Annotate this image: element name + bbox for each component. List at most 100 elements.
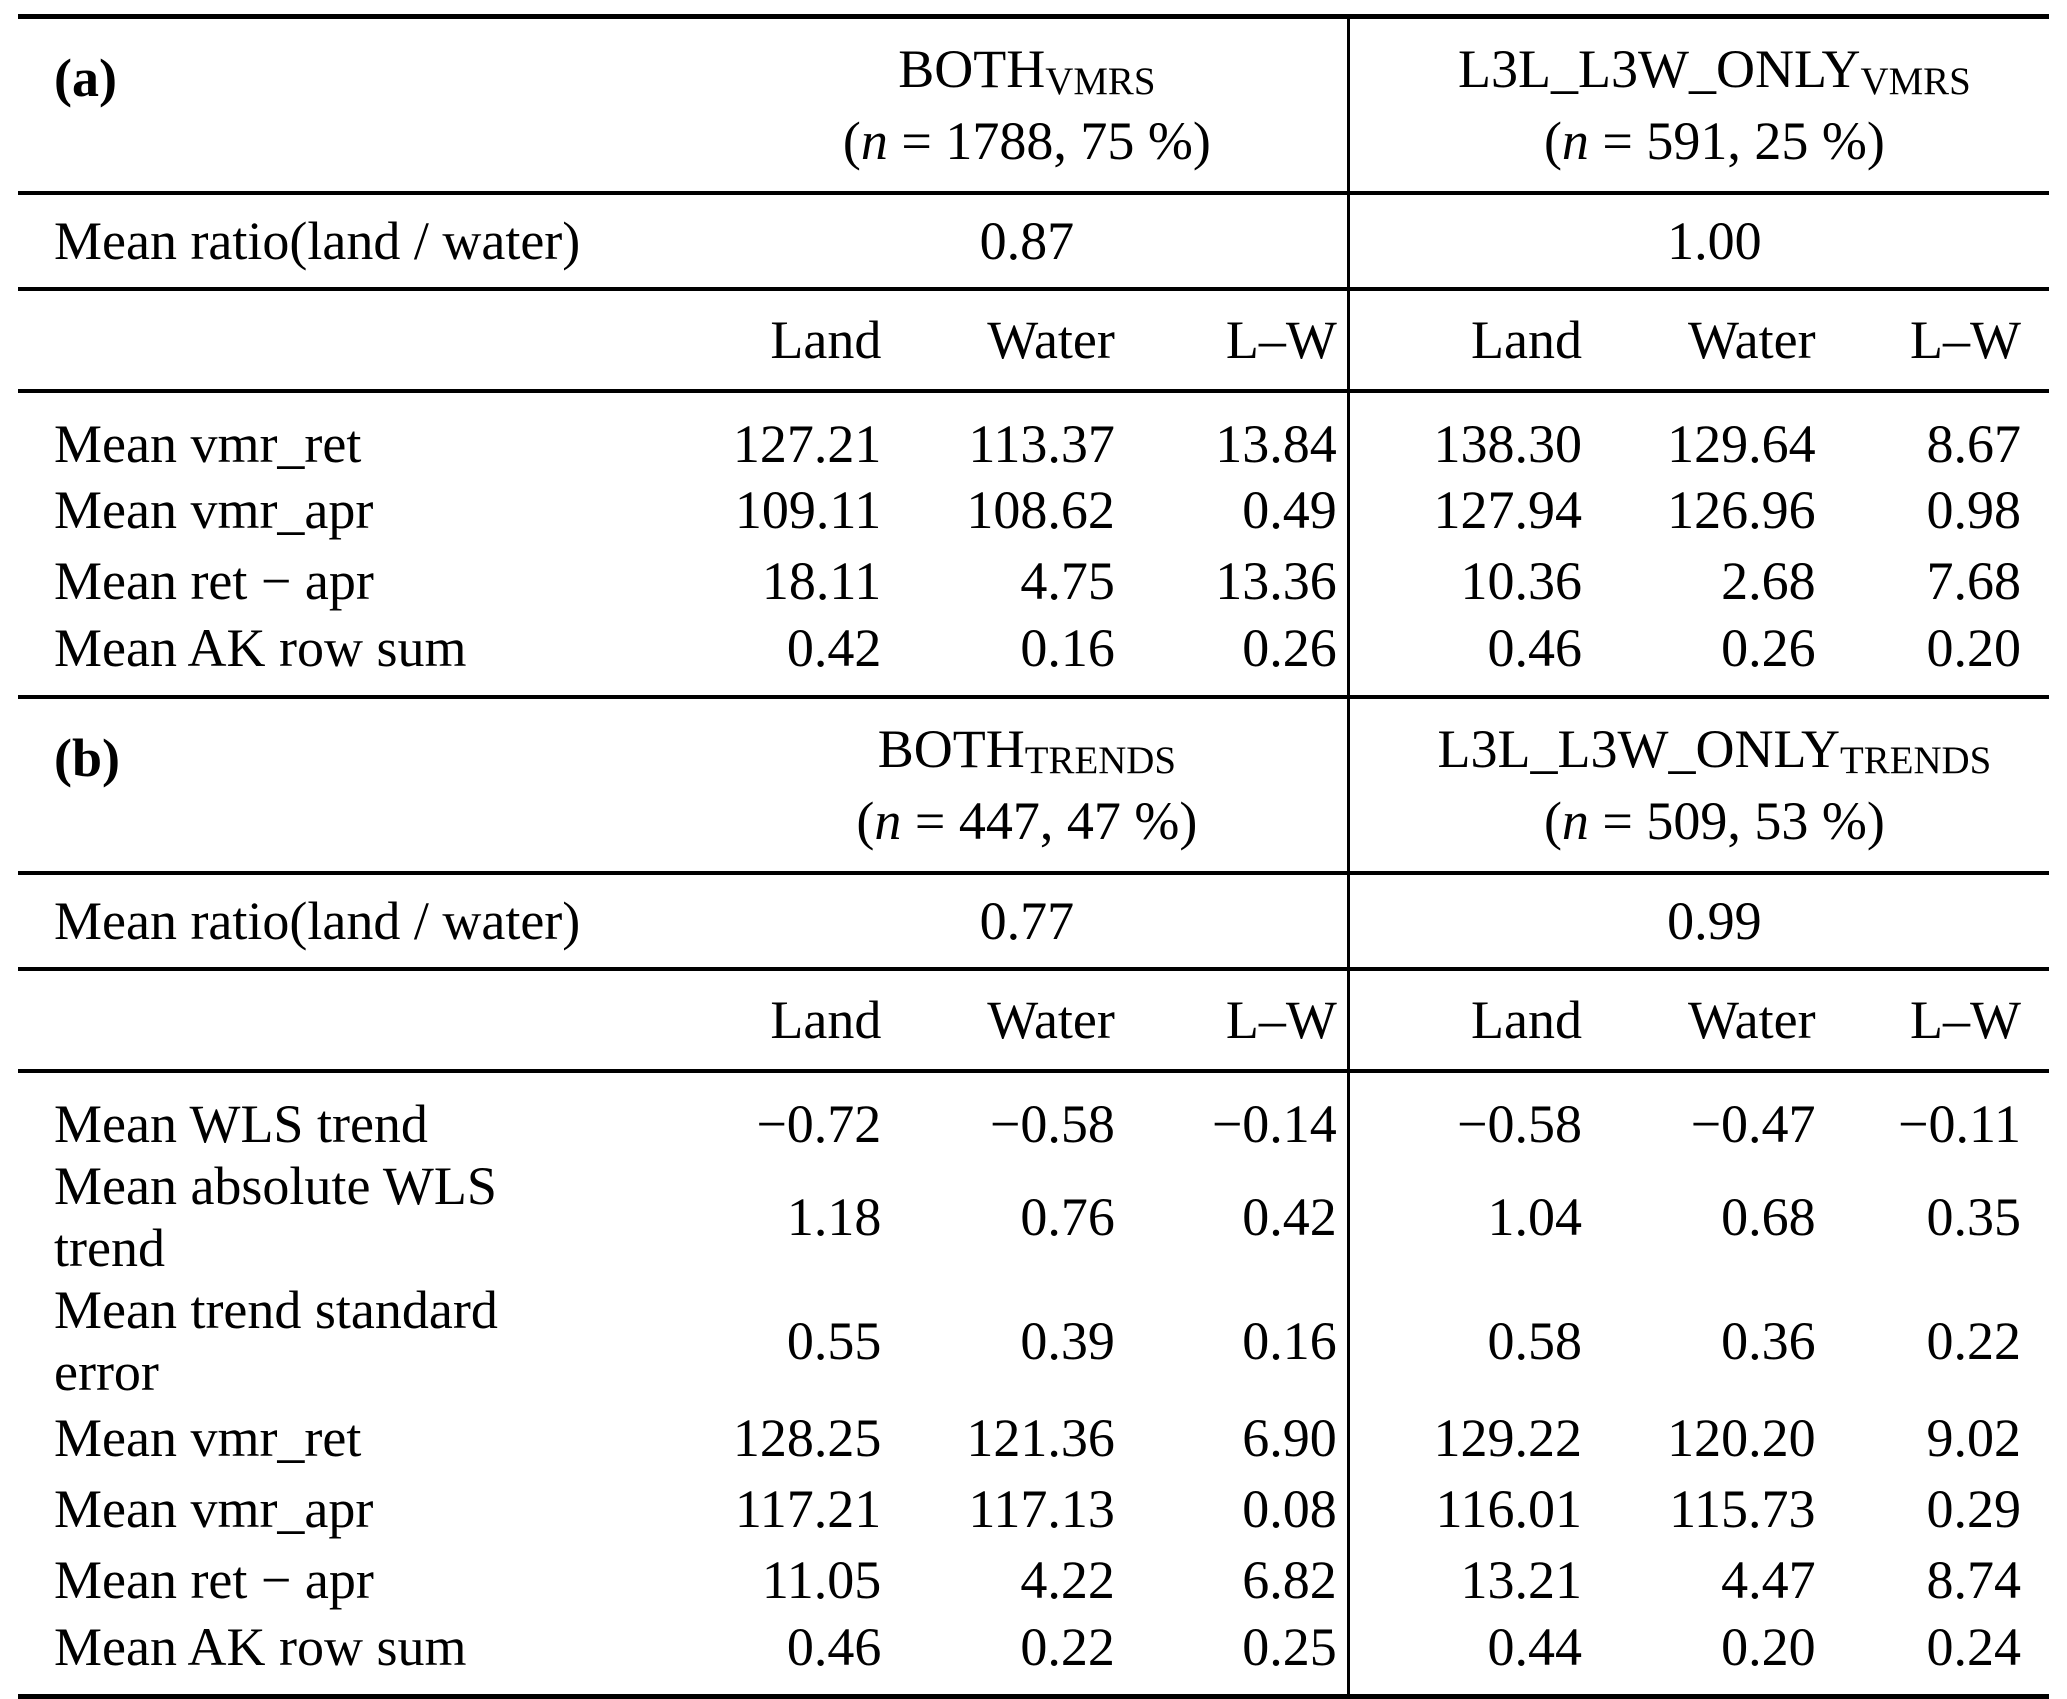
cell-value: 13.84 (1215, 413, 1337, 474)
table-row: Mean WLS trend −0.72 −0.58 −0.14 −0.58 −0.47−… (18, 1070, 2049, 1155)
cell-value: 0.36 (1721, 1310, 1816, 1371)
cell-value: −0.72 (756, 1093, 882, 1154)
cell-value: 138.30 (1346, 390, 1592, 475)
cell-value: 108.62 (966, 480, 1115, 540)
cell-value: 129.64 (1667, 413, 1816, 474)
table-row: Mean vmr_ret 127.21 113.37 13.84 138.30 129.6… (18, 390, 2049, 475)
cell-value: 0.35 (1926, 1186, 2022, 1247)
section-a-header: (a) BOTHVMRS (n = 1788, 75 %) L3L_L3W_ON… (18, 16, 2049, 393)
section-b-header-row: (b) BOTHTRENDS (n = 447, 47 %) L3L_L3W_O… (18, 696, 2049, 875)
table-row: Mean ret − apr 11.05 4.22 6.82 13.21 4.47 8.74 (18, 1544, 2049, 1616)
table-row: Mean ret − apr 18.11 4.75 13.36 10.36 2.68 7.6… (18, 545, 2049, 617)
cell-value: 11.05 (761, 1550, 882, 1610)
n-symbol: n (1561, 110, 1589, 171)
empty-corner (18, 968, 607, 1073)
group-name-text: BOTH (898, 38, 1046, 99)
cell-value: 109.11 (734, 480, 882, 540)
n-value: = 509, 53 %) (1588, 790, 1885, 851)
n-value: = 591, 25 %) (1588, 110, 1885, 171)
table-row: Mean AK row sum 0.42 0.16 0.26 0.46 0.26 0.20 (18, 616, 2049, 697)
cell-value: 0.68 (1721, 1186, 1816, 1247)
cell-value: 0.46 (1346, 616, 1592, 697)
cell-value: 117.13 (968, 1479, 1115, 1539)
cell-value: −0.14 (1211, 1093, 1337, 1154)
group-sample-count: (n = 447, 47 %) (707, 788, 1347, 854)
cell-value: 0.08 (1242, 1479, 1337, 1539)
cell-value: 0.46 (786, 1616, 882, 1677)
cell-value: 115.73 (1669, 1479, 1816, 1539)
cell-value: 6.90 (1242, 1408, 1337, 1468)
cell-value: 121.36 (966, 1408, 1115, 1468)
cell-value: 9.02 (1926, 1408, 2022, 1468)
ratio-value-l3l-l3w-only: 1.00 (1346, 192, 2049, 291)
cell-value: 4.47 (1721, 1550, 1816, 1610)
n-symbol: n (860, 110, 888, 171)
section-a-header-row: (a) BOTHVMRS (n = 1788, 75 %) L3L_L3W_ON… (18, 16, 2049, 195)
group-subscript: TRENDS (1024, 739, 1176, 783)
ratio-value-l3l-l3w-only: 0.99 (1346, 872, 2049, 971)
section-b-header: (b) BOTHTRENDS (n = 447, 47 %) L3L_L3W_O… (18, 696, 2049, 1073)
col-header-water: Water (1592, 968, 1826, 1073)
cell-value: 4.75 (1020, 551, 1115, 611)
cell-value: 0.26 (1242, 617, 1337, 678)
cell-value: 13.21 (1346, 1544, 1592, 1616)
n-value: = 1788, 75 %) (887, 110, 1211, 171)
col-header-land: Land (1346, 968, 1592, 1073)
row-label: Mean ret − apr (54, 1550, 374, 1610)
ratio-row-label: Mean ratio(land / water) (18, 872, 607, 971)
cell-value: 0.55 (786, 1310, 882, 1371)
table-row: Mean vmr_apr 117.21 117.13 0.08 116.01 115.73… (18, 1473, 2049, 1545)
cell-value: 0.42 (1242, 1186, 1337, 1247)
row-label: Mean vmr_apr (54, 480, 374, 540)
paren-open: ( (856, 790, 875, 851)
cell-value: 126.96 (1667, 480, 1816, 540)
cell-value: 0.16 (1020, 617, 1115, 678)
cell-value: 7.68 (1926, 551, 2022, 611)
section-a-label: (a) (18, 16, 607, 195)
row-label: Mean ret − apr (54, 551, 374, 611)
col-header-water: Water (891, 288, 1125, 393)
cell-value: 1.04 (1346, 1154, 1592, 1279)
col-header-l-minus-w: L–W (1825, 288, 2049, 393)
col-header-land: Land (606, 968, 892, 1073)
cell-value: 116.01 (1346, 1473, 1592, 1545)
section-b-label: (b) (18, 696, 607, 875)
n-value: = 447, 47 %) (901, 790, 1198, 851)
cell-value: 0.20 (1926, 617, 2022, 678)
col-header-land: Land (1346, 288, 1592, 393)
cell-value: 0.20 (1721, 1616, 1816, 1677)
n-symbol: n (1561, 790, 1589, 851)
group-header-l3l-l3w-only-trends: L3L_L3W_ONLYTRENDS (n = 509, 53 %) (1346, 696, 2049, 875)
cell-value: 0.76 (1020, 1186, 1115, 1247)
cell-value: 0.44 (1346, 1615, 1592, 1696)
group-subscript: TRENDS (1840, 739, 1992, 783)
row-label: Mean AK row sum (54, 617, 467, 678)
cell-value: 117.21 (734, 1479, 882, 1539)
group-header-both-trends: BOTHTRENDS (n = 447, 47 %) (606, 696, 1349, 875)
section-a-data: Mean vmr_ret 127.21 113.37 13.84 138.30 129.6… (18, 390, 2049, 697)
ratio-value-both: 0.77 (606, 872, 1349, 971)
group-sample-count: (n = 591, 25 %) (1380, 108, 2049, 174)
ratio-row-label: Mean ratio(land / water) (18, 192, 607, 291)
group-name-text: L3L_L3W_ONLY (1458, 38, 1861, 99)
ratio-value-both: 0.87 (606, 192, 1349, 291)
table-row: Mean vmr_ret 128.25 121.36 6.90 129.22 120.20… (18, 1402, 2049, 1474)
stats-table: (a) BOTHVMRS (n = 1788, 75 %) L3L_L3W_ON… (18, 14, 2049, 1699)
group-sample-count: (n = 1788, 75 %) (707, 108, 1347, 174)
empty-corner (18, 288, 607, 393)
table-row: Mean trend standard error 0.55 0.39 0.16 0.5… (18, 1278, 2049, 1403)
cell-value: 0.39 (1020, 1310, 1115, 1371)
group-name: BOTHVMRS (707, 36, 1347, 108)
row-label: Mean vmr_ret (54, 1408, 362, 1468)
col-header-l-minus-w: L–W (1124, 288, 1349, 393)
col-header-l-minus-w: L–W (1124, 968, 1349, 1073)
cell-value: 10.36 (1346, 545, 1592, 617)
cell-value: 8.67 (1926, 413, 2022, 474)
cell-value: 0.25 (1242, 1616, 1337, 1677)
cell-value: −0.11 (1898, 1093, 2021, 1154)
cell-value: 120.20 (1667, 1408, 1816, 1468)
group-header-l3l-l3w-only-vmrs: L3L_L3W_ONLYVMRS (n = 591, 25 %) (1346, 16, 2049, 195)
row-label: Mean absolute WLS trend (54, 1155, 497, 1278)
group-name: BOTHTRENDS (707, 716, 1347, 788)
cell-value: 6.82 (1242, 1550, 1337, 1610)
